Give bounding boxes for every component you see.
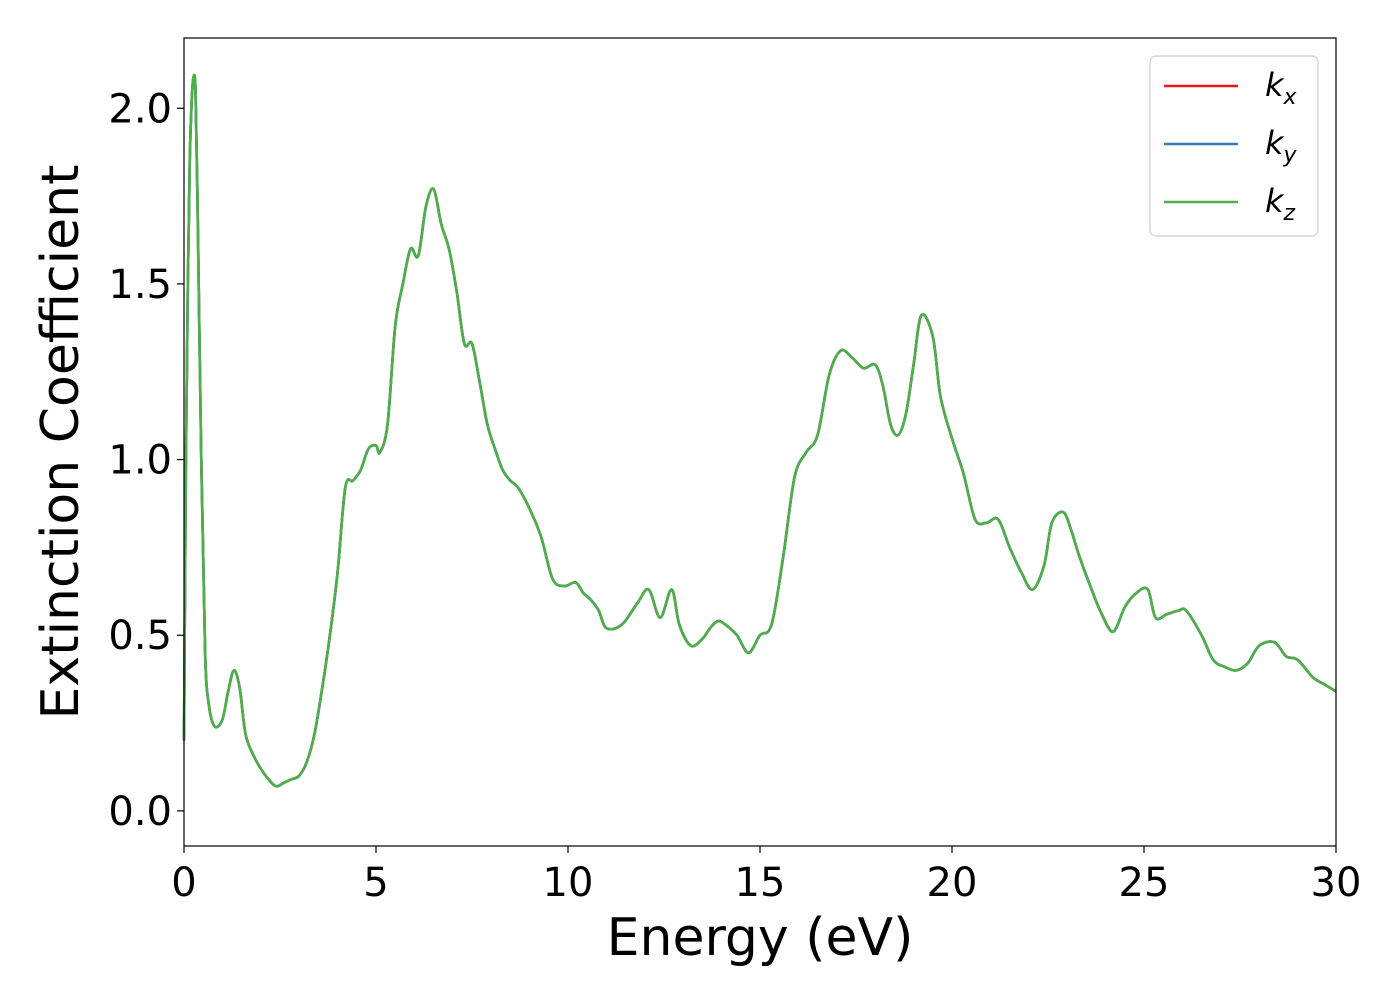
y-axis-title: Extinction Coefficient [31, 165, 91, 720]
y-axis-ticks: 0.0 0.5 1.0 1.5 2.0 [108, 86, 184, 835]
x-axis-title: Energy (eV) [607, 908, 914, 968]
y-tick-label: 0.5 [108, 613, 172, 659]
x-tick-label: 20 [927, 860, 978, 906]
y-tick-label: 1.5 [108, 262, 172, 308]
x-tick-label: 25 [1119, 860, 1170, 906]
x-tick-label: 0 [171, 860, 196, 906]
x-tick-label: 30 [1311, 860, 1362, 906]
y-tick-label: 0.0 [108, 789, 172, 835]
x-tick-label: 10 [543, 860, 594, 906]
y-tick-label: 1.0 [108, 438, 172, 484]
series-line-kz [182, 73, 1337, 788]
x-axis-ticks: 0 5 10 15 20 25 30 [171, 846, 1361, 906]
legend-label-ky: ky [1265, 124, 1298, 168]
legend-box [1149, 55, 1319, 237]
series-layer [182, 73, 1337, 788]
y-tick-label: 2.0 [108, 86, 172, 132]
x-tick-label: 5 [363, 860, 388, 906]
x-tick-label: 15 [735, 860, 786, 906]
legend-label-kx: kx [1265, 66, 1298, 110]
